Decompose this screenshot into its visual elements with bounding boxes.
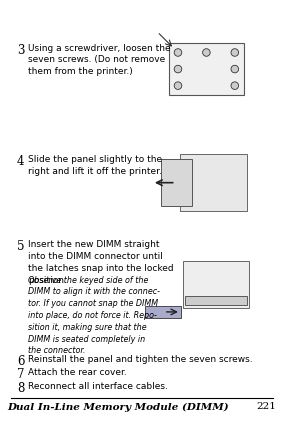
Bar <box>161 160 192 207</box>
Text: 4: 4 <box>17 155 25 168</box>
Bar <box>184 296 247 305</box>
Text: Insert the new DIMM straight
into the DIMM connector until
the latches snap into: Insert the new DIMM straight into the DI… <box>28 240 174 284</box>
Text: 221: 221 <box>256 401 277 410</box>
Circle shape <box>231 66 238 74</box>
Text: 6: 6 <box>17 354 25 367</box>
Text: 5: 5 <box>17 240 25 253</box>
Bar <box>183 261 249 308</box>
Circle shape <box>174 83 182 90</box>
Circle shape <box>202 49 210 57</box>
Bar <box>180 155 247 212</box>
Text: Using a screwdriver, loosen the
seven screws. (Do not remove
them from the print: Using a screwdriver, loosen the seven sc… <box>28 43 171 76</box>
Circle shape <box>174 66 182 74</box>
Text: Reinstall the panel and tighten the seven screws.: Reinstall the panel and tighten the seve… <box>28 354 253 363</box>
Circle shape <box>231 83 238 90</box>
Text: Dual In-Line Memory Module (DIMM): Dual In-Line Memory Module (DIMM) <box>8 401 229 411</box>
Text: 8: 8 <box>17 381 24 394</box>
Text: Slide the panel slightly to the
right and lift it off the printer.: Slide the panel slightly to the right an… <box>28 155 163 176</box>
Bar <box>145 307 181 318</box>
Text: 3: 3 <box>17 43 25 56</box>
Text: Attach the rear cover.: Attach the rear cover. <box>28 368 127 377</box>
Bar <box>169 44 244 96</box>
Circle shape <box>231 49 238 57</box>
Circle shape <box>174 49 182 57</box>
Text: 7: 7 <box>17 368 25 380</box>
Text: Observe the keyed side of the
DIMM to align it with the connec-
tor. If you cann: Observe the keyed side of the DIMM to al… <box>28 275 161 354</box>
Text: Reconnect all interface cables.: Reconnect all interface cables. <box>28 381 168 390</box>
